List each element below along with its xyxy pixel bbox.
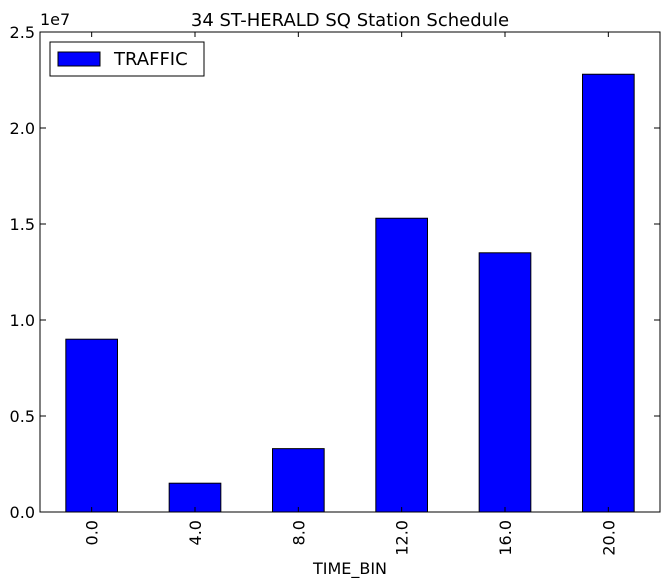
bar-0.0 — [65, 338, 119, 513]
bars-group — [65, 73, 635, 513]
legend: TRAFFIC — [49, 41, 205, 77]
x-tick-label: 20.0 — [599, 520, 618, 556]
y-tick-label: 2.0 — [10, 119, 35, 138]
bar-12.0 — [375, 217, 429, 513]
bar-20.0 — [582, 73, 635, 513]
y-axis-ticks: 0.0 0.5 1.0 1.5 2.0 2.5 — [10, 23, 660, 522]
y-tick-label: 0.0 — [10, 503, 35, 522]
x-axis-ticks: 0.0 4.0 8.0 12.0 16.0 20.0 — [83, 32, 618, 556]
x-axis-label: TIME_BIN — [312, 559, 387, 579]
plot-area-frame — [39, 31, 661, 513]
y-axis-scale-label: 1e7 — [40, 10, 70, 29]
legend-label-traffic: TRAFFIC — [113, 49, 188, 70]
y-tick-label: 2.5 — [10, 23, 35, 42]
x-tick-label: 0.0 — [83, 520, 102, 545]
y-tick-label: 1.5 — [10, 215, 35, 234]
x-tick-label: 4.0 — [186, 520, 205, 545]
x-tick-label: 12.0 — [393, 520, 412, 556]
x-tick-label: 16.0 — [496, 520, 515, 556]
y-tick-label: 0.5 — [10, 407, 35, 426]
x-tick-label: 8.0 — [289, 520, 308, 545]
bar-8.0 — [272, 448, 325, 513]
legend-swatch-traffic — [57, 51, 101, 67]
y-tick-label: 1.0 — [10, 311, 35, 330]
chart-title: 34 ST-HERALD SQ Station Schedule — [191, 10, 509, 31]
bar-16.0 — [478, 252, 532, 513]
